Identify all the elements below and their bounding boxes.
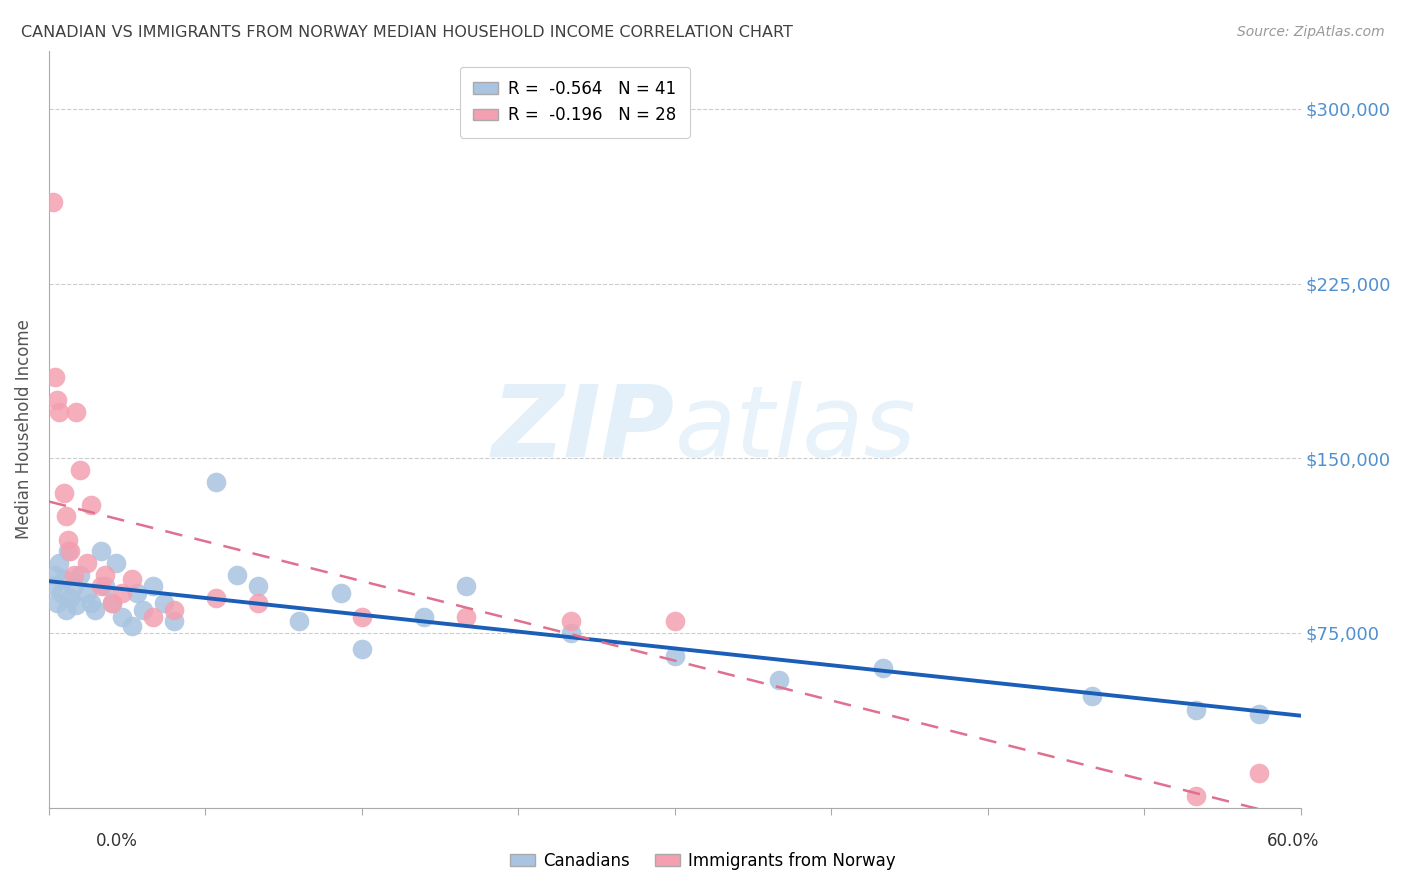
Point <box>100 596 122 610</box>
Text: CANADIAN VS IMMIGRANTS FROM NORWAY MEDIAN HOUSEHOLD INCOME CORRELATION CHART: CANADIAN VS IMMIGRANTS FROM NORWAY MEDIA… <box>21 25 793 40</box>
Point <box>163 615 186 629</box>
Point <box>46 596 69 610</box>
Point <box>560 615 582 629</box>
Point <box>1185 703 1208 717</box>
Point <box>69 463 91 477</box>
Point <box>42 579 65 593</box>
Text: Source: ZipAtlas.com: Source: ZipAtlas.com <box>1237 25 1385 39</box>
Point <box>44 567 66 582</box>
Point <box>413 609 436 624</box>
Point <box>163 602 186 616</box>
Point <box>132 602 155 616</box>
Point <box>59 591 82 605</box>
Point <box>111 586 134 600</box>
Point <box>48 405 70 419</box>
Text: ZIP: ZIP <box>492 381 675 477</box>
Text: atlas: atlas <box>675 381 917 477</box>
Point <box>63 579 86 593</box>
Point <box>69 567 91 582</box>
Point <box>121 619 143 633</box>
Point <box>125 586 148 600</box>
Legend: R =  -0.564   N = 41, R =  -0.196   N = 28: R = -0.564 N = 41, R = -0.196 N = 28 <box>460 67 689 137</box>
Point <box>56 533 79 547</box>
Point <box>288 615 311 629</box>
Point <box>142 579 165 593</box>
Point <box>330 586 353 600</box>
Point <box>664 649 686 664</box>
Point <box>76 556 98 570</box>
Point <box>350 609 373 624</box>
Point <box>152 596 174 610</box>
Point <box>205 591 228 605</box>
Point <box>46 392 69 407</box>
Point <box>872 661 894 675</box>
Point <box>246 596 269 610</box>
Point <box>1247 765 1270 780</box>
Point <box>76 586 98 600</box>
Point <box>52 573 75 587</box>
Point <box>83 602 105 616</box>
Point <box>80 596 103 610</box>
Point <box>51 586 73 600</box>
Point <box>65 405 87 419</box>
Point <box>65 598 87 612</box>
Point <box>1185 789 1208 803</box>
Point <box>100 596 122 610</box>
Point <box>63 567 86 582</box>
Point <box>94 579 117 593</box>
Point <box>225 567 247 582</box>
Point <box>90 579 112 593</box>
Point <box>121 573 143 587</box>
Point <box>456 579 478 593</box>
Point <box>1081 689 1104 703</box>
Point <box>80 498 103 512</box>
Text: 60.0%: 60.0% <box>1267 831 1319 849</box>
Point <box>768 673 790 687</box>
Point <box>246 579 269 593</box>
Point <box>42 195 65 210</box>
Point <box>90 544 112 558</box>
Point <box>55 509 77 524</box>
Point <box>560 626 582 640</box>
Y-axis label: Median Household Income: Median Household Income <box>15 319 32 539</box>
Point <box>1247 707 1270 722</box>
Point <box>52 486 75 500</box>
Point <box>664 615 686 629</box>
Point <box>205 475 228 489</box>
Legend: Canadians, Immigrants from Norway: Canadians, Immigrants from Norway <box>503 846 903 877</box>
Point <box>350 642 373 657</box>
Point <box>44 369 66 384</box>
Point <box>94 567 117 582</box>
Point <box>56 544 79 558</box>
Point <box>55 602 77 616</box>
Point <box>111 609 134 624</box>
Point <box>48 556 70 570</box>
Text: 0.0%: 0.0% <box>96 831 138 849</box>
Point <box>59 544 82 558</box>
Point <box>142 609 165 624</box>
Point <box>104 556 127 570</box>
Point <box>456 609 478 624</box>
